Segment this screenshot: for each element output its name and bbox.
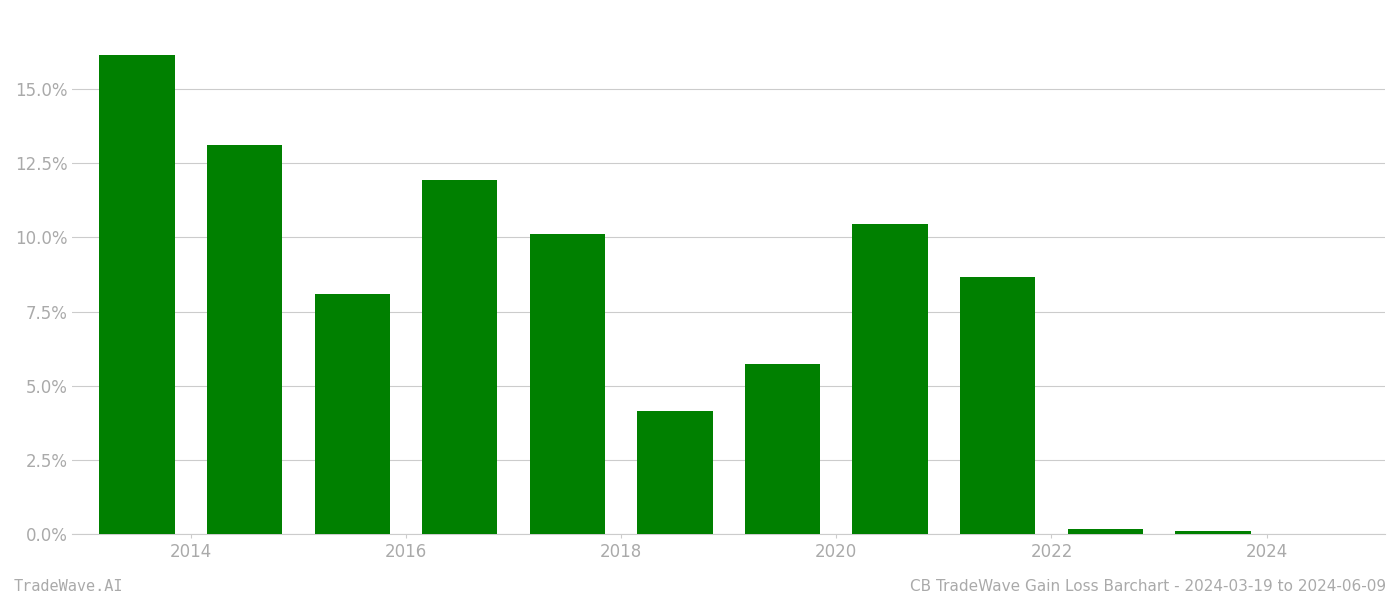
- Bar: [853, 224, 928, 534]
- Bar: [1175, 531, 1250, 534]
- Bar: [960, 277, 1036, 534]
- Bar: [1068, 529, 1142, 534]
- Bar: [423, 179, 497, 534]
- Bar: [637, 411, 713, 534]
- Bar: [529, 235, 605, 534]
- Bar: [207, 145, 283, 534]
- Text: TradeWave.AI: TradeWave.AI: [14, 579, 123, 594]
- Bar: [315, 295, 389, 534]
- Bar: [99, 55, 175, 534]
- Bar: [745, 364, 820, 534]
- Text: CB TradeWave Gain Loss Barchart - 2024-03-19 to 2024-06-09: CB TradeWave Gain Loss Barchart - 2024-0…: [910, 579, 1386, 594]
